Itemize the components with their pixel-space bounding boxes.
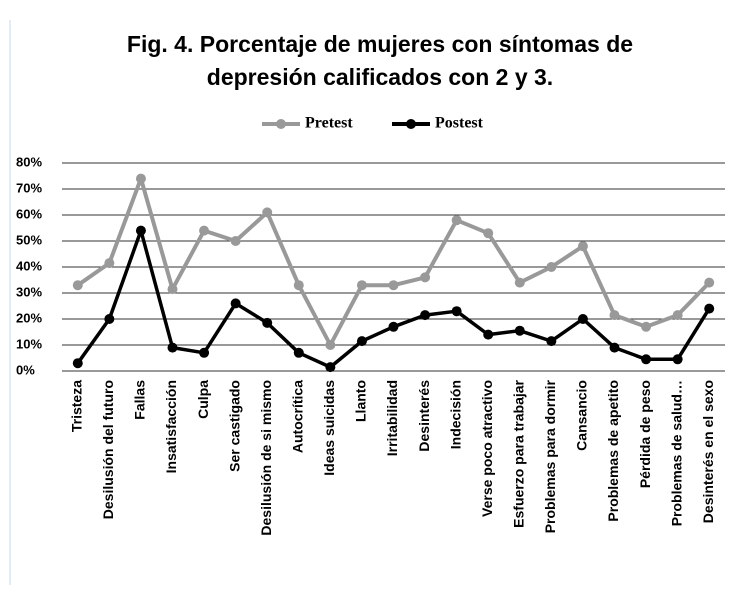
x-tick-label: Desinterés en el sexo [700, 380, 716, 523]
point [641, 354, 652, 365]
point [293, 280, 304, 291]
x-tick-label: Cansancio [574, 380, 590, 451]
point [167, 284, 178, 295]
point [609, 342, 620, 353]
point [167, 342, 178, 353]
x-tick-label: Problemas para dormir [542, 379, 558, 533]
point [72, 358, 83, 369]
x-tick-label: Tristeza [68, 380, 84, 432]
point [546, 336, 557, 347]
point [546, 262, 557, 272]
y-tick-label: 40% [16, 258, 42, 273]
x-tick-label: Esfuerzo para trabajar [510, 379, 526, 527]
point [704, 277, 715, 288]
point [388, 280, 399, 291]
point [609, 310, 620, 321]
x-tick-label: Desilusión de si mismo [258, 380, 274, 536]
x-tick-label: Fallas [132, 380, 148, 420]
legend-label: Postest [435, 115, 484, 132]
point [420, 310, 431, 321]
y-tick-label: 10% [16, 336, 42, 351]
point [293, 347, 304, 358]
point [483, 329, 494, 340]
point [420, 272, 431, 283]
y-tick-label: 20% [16, 310, 42, 325]
x-tick-label: Verse poco atractivo [479, 380, 495, 517]
point [672, 310, 683, 321]
point [672, 354, 683, 365]
legend-marker [406, 119, 416, 129]
point [135, 173, 146, 184]
point [514, 325, 525, 336]
legend-marker [276, 119, 286, 129]
y-tick-label: 70% [16, 180, 42, 195]
x-tick-label: Irritabilidad [384, 380, 400, 456]
y-tick-label: 30% [16, 284, 42, 299]
point [483, 228, 494, 239]
x-tick-label: Llanto [353, 380, 369, 422]
x-tick-label: Problemas de apetito [605, 380, 621, 522]
point [72, 280, 83, 291]
point [135, 225, 146, 236]
point [104, 258, 115, 269]
point [514, 277, 525, 288]
x-tick-label: Indecisión [447, 380, 463, 449]
point [262, 317, 273, 328]
point [577, 314, 588, 324]
y-tick-label: 60% [16, 206, 42, 221]
x-tick-label: Insatisfacción [163, 380, 179, 473]
legend-label: Pretest [305, 115, 353, 132]
point [356, 336, 367, 347]
point [356, 280, 367, 291]
point [451, 306, 462, 317]
x-tick-label: Ser castigado [226, 380, 242, 472]
point [577, 241, 588, 252]
y-tick-label: 80% [16, 154, 42, 169]
chart-title: Fig. 4. Porcentaje de mujeres con síntom… [126, 31, 634, 90]
point [230, 236, 241, 246]
x-tick-label: Desilusión del futuro [100, 380, 116, 519]
point [388, 321, 399, 332]
y-tick-label: 0% [16, 362, 35, 377]
x-tick-label: Ideas suicidas [321, 380, 337, 476]
point [199, 225, 210, 236]
point [199, 347, 210, 358]
legend: Pretest Postest [262, 115, 484, 132]
x-tick-label: Autocrítica [289, 380, 305, 453]
point [641, 321, 652, 332]
point [262, 207, 273, 218]
point [325, 362, 336, 373]
point [704, 303, 715, 314]
point [325, 340, 336, 350]
x-tick-label: Desinterés [416, 380, 432, 452]
x-tick-label: Problemas de salud… [668, 380, 684, 526]
point [230, 298, 241, 309]
x-tick-label: Culpa [195, 380, 211, 419]
point [451, 215, 462, 226]
y-tick-label: 50% [16, 232, 42, 247]
x-tick-label: Pérdida de peso [637, 380, 653, 488]
point [104, 314, 115, 324]
